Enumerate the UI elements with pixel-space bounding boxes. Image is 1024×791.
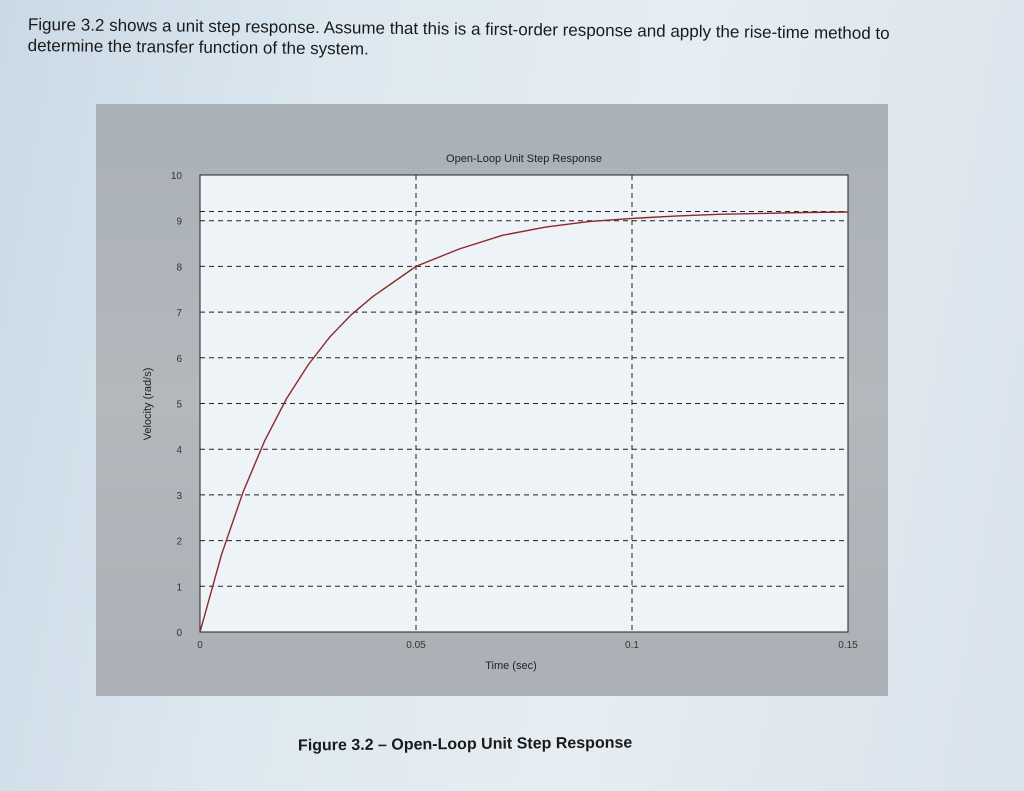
tick-labels: 0 1 2 3 4 5 6 7 8 9 10 0 0.05 0.1 0.15 [171,171,858,651]
y-tick-label: 3 [176,491,182,502]
response-curve [199,211,849,633]
y-tick-label: 7 [176,308,182,319]
step-response-chart: 0 1 2 3 4 5 6 7 8 9 10 0 0.05 0.1 0.15 Open-Loop Unit … [142,153,858,672]
chart-title: Open-Loop Unit Step Response [446,153,602,165]
y-tick-label: 9 [176,217,182,228]
y-tick-label: 4 [176,445,182,456]
x-tick-label: 0.15 [838,640,858,651]
x-tick-label: 0 [197,640,203,651]
x-axis-label: Time (sec) [485,660,537,672]
y-tick-label: 2 [176,537,182,548]
x-tick-label: 0.05 [406,640,426,651]
x-tick-label: 0.1 [625,640,639,651]
y-tick-label: 0 [176,628,182,639]
y-tick-label: 8 [176,262,182,273]
figure-caption: Figure 3.2 – Open-Loop Unit Step Respons… [297,734,633,755]
y-axis-label: Velocity (rad/s) [142,368,154,441]
grid-lines [200,175,848,632]
y-tick-label: 1 [176,582,182,593]
figure-frame: 0 1 2 3 4 5 6 7 8 9 10 0 0.05 0.1 0.15 Open-Loop Unit … [96,104,888,696]
y-tick-label: 10 [171,171,183,182]
question-text: Figure 3.2 shows a unit step response. A… [27,14,890,59]
y-tick-label: 6 [176,354,182,365]
y-tick-label: 5 [176,400,182,411]
